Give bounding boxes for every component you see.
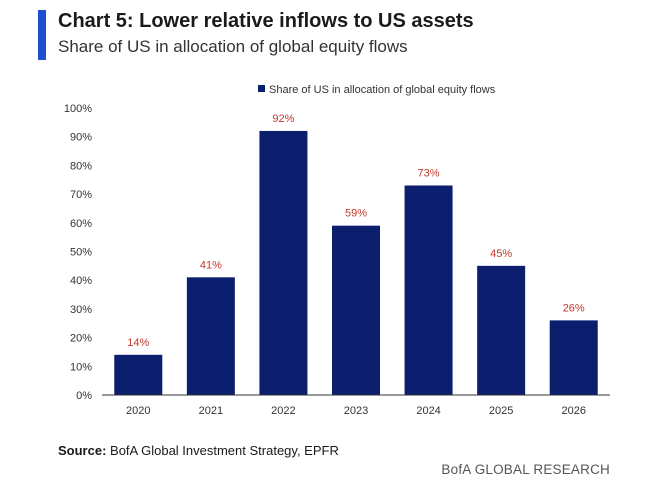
brand-logo-text: BofA GLOBAL RESEARCH: [441, 462, 610, 477]
y-axis: 0% 10% 20% 30% 40% 50% 60% 70% 80% 90% 100%: [64, 103, 92, 402]
bar-2024: [404, 185, 453, 395]
legend-swatch: [258, 85, 265, 92]
y-tick-label: 40%: [70, 275, 92, 287]
data-label-2025: 45%: [490, 248, 512, 260]
accent-bar: [38, 10, 46, 60]
y-tick-label: 100%: [64, 103, 92, 115]
x-tick-label-2023: 2023: [344, 405, 368, 417]
x-axis: 2020 2021 2022 2023 2024 2025 2026: [102, 394, 610, 417]
source-note: Source: BofA Global Investment Strategy,…: [58, 443, 339, 458]
legend-label: Share of US in allocation of global equi…: [269, 84, 496, 96]
x-tick-label-2025: 2025: [489, 405, 513, 417]
data-label-2021: 41%: [200, 259, 222, 271]
data-label-2022: 92%: [272, 113, 294, 125]
x-tick-label-2024: 2024: [416, 405, 440, 417]
chart-subtitle: Share of US in allocation of global equi…: [58, 37, 408, 56]
data-label-2023: 59%: [345, 208, 367, 220]
y-tick-label: 80%: [70, 160, 92, 172]
y-tick-label: 90%: [70, 132, 92, 144]
legend: Share of US in allocation of global equi…: [258, 84, 496, 96]
y-tick-label: 70%: [70, 189, 92, 201]
data-label-2020: 14%: [127, 337, 149, 349]
bar-2021: [186, 277, 235, 395]
x-tick-label-2021: 2021: [199, 405, 223, 417]
y-tick-label: 0%: [76, 390, 92, 402]
data-labels: 14% 41% 92% 59% 73% 45% 26%: [127, 113, 585, 349]
bar-2023: [332, 225, 380, 395]
x-tick-label-2026: 2026: [561, 405, 585, 417]
y-tick-label: 30%: [70, 304, 92, 316]
y-tick-label: 20%: [70, 333, 92, 345]
y-tick-label: 60%: [70, 218, 92, 230]
chart-title: Chart 5: Lower relative inflows to US as…: [58, 10, 474, 32]
source-text: BofA Global Investment Strategy, EPFR: [110, 443, 339, 458]
data-label-2026: 26%: [563, 302, 585, 314]
y-tick-label: 10%: [70, 361, 92, 373]
bars: [114, 130, 598, 395]
source-label: Source:: [58, 443, 107, 458]
bar-2026: [549, 320, 598, 395]
bar-2025: [477, 265, 526, 395]
x-tick-label-2022: 2022: [271, 405, 295, 417]
bar-2020: [114, 354, 163, 395]
x-tick-label-2020: 2020: [126, 405, 150, 417]
data-label-2024: 73%: [418, 167, 440, 179]
y-tick-label: 50%: [70, 247, 92, 259]
bar-2022: [259, 130, 308, 395]
